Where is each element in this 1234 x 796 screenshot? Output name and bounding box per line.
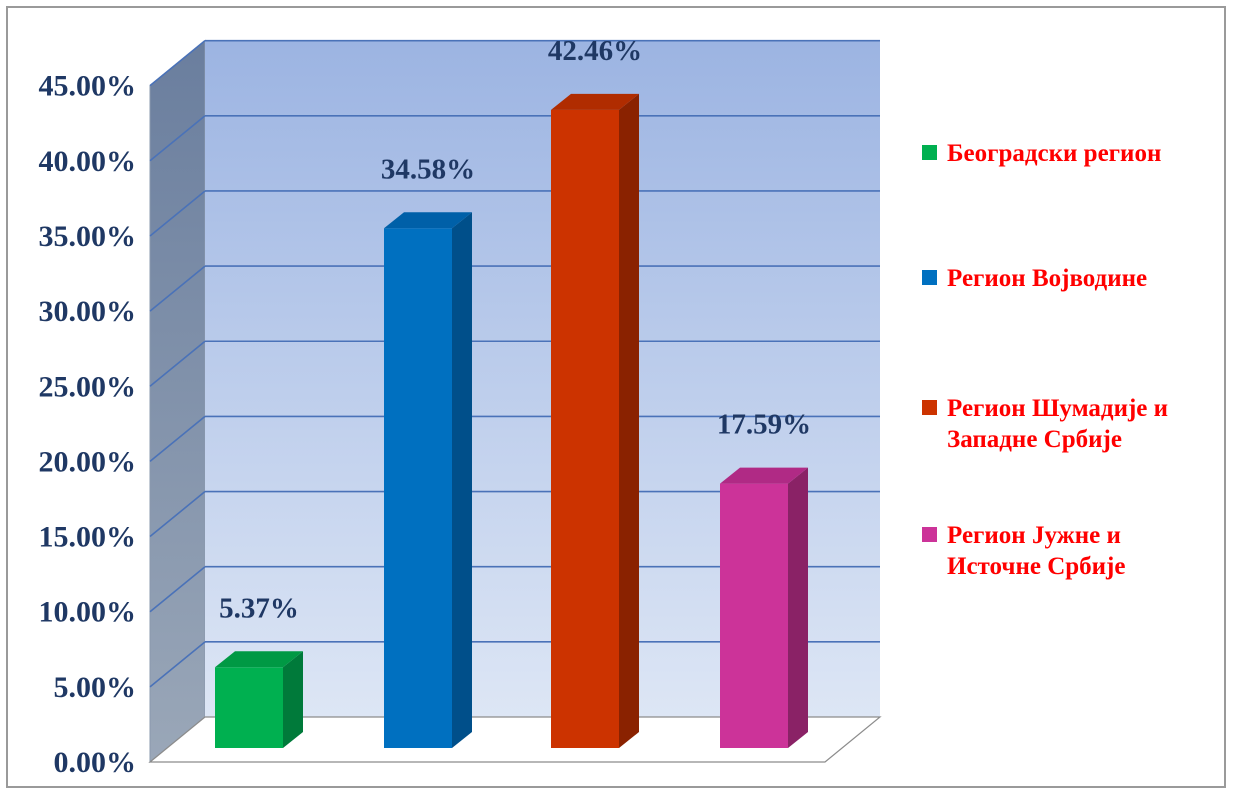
legend-label: Београдски регион xyxy=(947,140,1161,167)
bar-front xyxy=(720,483,788,748)
legend: Београдски регион Регион Војводине Регион … xyxy=(922,140,1168,580)
legend-label: Регион Шумадије и xyxy=(947,395,1168,422)
legend-swatch xyxy=(922,527,937,542)
bar-front xyxy=(384,228,452,749)
legend-entry: Регион Војводине xyxy=(922,265,1147,292)
legend-swatch xyxy=(922,400,937,415)
data-label: 17.59% xyxy=(717,409,811,441)
legend-entry: Регион Шумадије и Западне Србије xyxy=(922,395,1168,453)
bars xyxy=(215,93,808,749)
gridline-depth xyxy=(149,340,206,387)
y-tick-label: 30.00% xyxy=(39,295,137,328)
bar-top xyxy=(215,651,303,668)
bar-side xyxy=(788,467,808,748)
legend-swatch xyxy=(922,270,937,285)
data-label: 34.58% xyxy=(381,153,475,185)
y-tick-label: 45.00% xyxy=(39,70,137,103)
legend-entry: Београдски регион xyxy=(922,140,1161,167)
y-tick-label: 40.00% xyxy=(39,145,137,178)
gridline-depth xyxy=(149,40,206,87)
y-axis: 0.00% 5.00% 10.00% 15.00% 20.00% 25.00% 30.00%… xyxy=(39,70,137,779)
y-tick-label: 5.00% xyxy=(54,671,137,704)
y-tick-label: 15.00% xyxy=(39,521,137,554)
gridline-depth xyxy=(149,566,206,613)
bar-side xyxy=(283,651,303,748)
y-tick-label: 20.00% xyxy=(39,445,137,478)
side-wall xyxy=(149,39,206,764)
gridline-depth xyxy=(149,415,206,463)
legend-label: Источне Србије xyxy=(947,553,1125,580)
legend-swatch xyxy=(922,145,937,160)
data-labels: 5.37% 34.58% 42.46% 17.59% xyxy=(219,35,811,624)
legend-label: Регион Војводине xyxy=(947,265,1147,292)
data-label: 5.37% xyxy=(219,592,299,624)
gridline-depth xyxy=(149,115,206,162)
legend-entry: Регион Јужне и Источне Србије xyxy=(922,522,1125,580)
legend-label: Регион Јужне и xyxy=(947,522,1121,549)
data-label: 42.46% xyxy=(548,35,642,67)
gridline-depth xyxy=(149,490,206,538)
bar-side xyxy=(619,93,639,749)
gridline-depth xyxy=(149,265,206,312)
bar-side xyxy=(452,212,472,749)
y-tick-label: 25.00% xyxy=(39,370,137,403)
y-tick-label: 35.00% xyxy=(39,220,137,253)
bar xyxy=(384,212,472,749)
floor xyxy=(148,716,882,763)
gridline-depth xyxy=(149,641,206,688)
bar-top xyxy=(384,212,472,229)
bar-front xyxy=(215,667,283,748)
bar-top xyxy=(720,467,808,484)
bar-front xyxy=(551,109,619,749)
bar xyxy=(551,93,639,749)
legend-label: Западне Србије xyxy=(947,426,1122,453)
bar xyxy=(720,467,808,748)
bar xyxy=(215,651,303,748)
bar-top xyxy=(551,93,639,110)
y-tick-label: 10.00% xyxy=(39,596,137,629)
y-tick-label: 0.00% xyxy=(54,746,137,779)
gridline-depth xyxy=(149,190,206,237)
